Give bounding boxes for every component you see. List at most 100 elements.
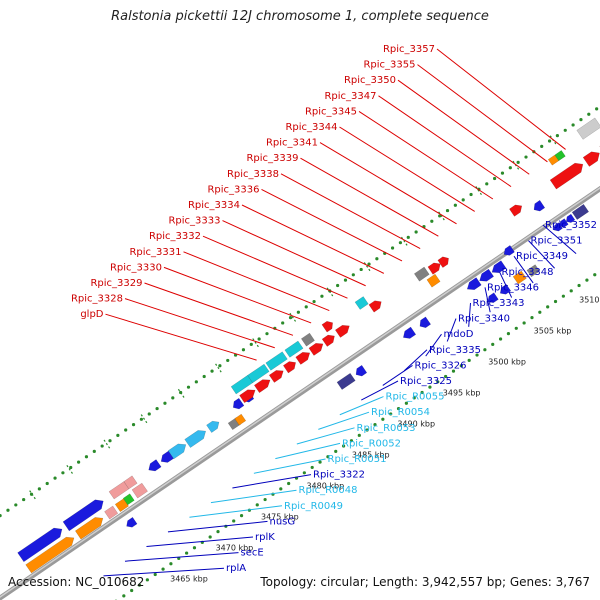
- ring-dot: [334, 449, 338, 453]
- gene-label-lower: Rpic_3343: [473, 298, 525, 309]
- gene-feature: [308, 343, 324, 356]
- ring-dot: [579, 117, 583, 122]
- gene-label-upper: Rpic_3339: [246, 153, 298, 164]
- ring-dot: [326, 455, 330, 459]
- leader-line-upper: [241, 204, 385, 274]
- tick-dots: [0, 107, 599, 600]
- ring-dot: [396, 406, 401, 411]
- ring-dot: [516, 160, 520, 165]
- gene-feature: [282, 361, 297, 374]
- gene-feature: [354, 296, 369, 310]
- ring-dot: [398, 241, 403, 245]
- gene-feature: [487, 292, 499, 303]
- gene-label-upper: Rpic_3341: [266, 138, 318, 149]
- ring-tick: [215, 363, 222, 373]
- ring-dot: [444, 374, 448, 379]
- leader-line-upper: [378, 95, 512, 188]
- ring-dot: [343, 278, 348, 282]
- gene-label-lower: Rpic_3340: [458, 314, 510, 325]
- ring-dot: [438, 214, 442, 218]
- ring-tick: [326, 287, 334, 297]
- ring-dot: [145, 578, 149, 582]
- ring-dot: [171, 396, 175, 400]
- gene-feature: [206, 420, 220, 433]
- ring-dot: [122, 594, 126, 598]
- leader-line-lower: [499, 271, 513, 298]
- leader-line-lower: [382, 364, 413, 386]
- ring-dot: [498, 337, 503, 341]
- ring-dot: [414, 230, 418, 234]
- ring-dot: [577, 283, 581, 288]
- gene-label-lower: Rpic_R0054: [371, 407, 430, 418]
- gene-label-lower: secE: [241, 548, 264, 559]
- gene-feature: [131, 482, 148, 499]
- ring-dot: [547, 139, 552, 143]
- backbone-line: [0, 185, 600, 600]
- ring-dot: [304, 305, 308, 309]
- ring-dot: [390, 246, 395, 250]
- gene-feature: [499, 283, 512, 295]
- gene-feature: [576, 117, 600, 140]
- leader-line-lower: [296, 427, 355, 445]
- leader-line-lower: [167, 520, 268, 533]
- gene-feature: [559, 218, 569, 228]
- ring-dot: [373, 423, 377, 427]
- ring-dot: [420, 390, 424, 395]
- ring-dot: [530, 315, 534, 320]
- leader-line-lower: [275, 442, 341, 460]
- gene-feature: [582, 151, 600, 167]
- leader-line-lower: [468, 302, 471, 327]
- gene-feature: [160, 450, 174, 463]
- ring-dot: [124, 428, 128, 432]
- gene-labels: Rpic_3357 Rpic_3355 Rpic_3350 Rpic_3347 Rpic…: [71, 44, 597, 574]
- gene-feature: [74, 517, 104, 540]
- ring-dot: [483, 348, 487, 352]
- kbp-tick-label: 3475 kbp: [261, 512, 299, 521]
- gene-label-upper: Rpic_3329: [90, 278, 142, 289]
- ring-dot: [287, 481, 291, 486]
- ring-dot: [232, 519, 236, 523]
- map-title: Ralstonia pickettii 12J chromosome 1, co…: [111, 9, 489, 24]
- ring-tick: [103, 439, 111, 449]
- ring-dot: [116, 433, 120, 437]
- ring-dot: [6, 508, 10, 512]
- gene-feature: [253, 379, 271, 394]
- ring-dot: [192, 546, 197, 550]
- leader-line-lower: [425, 333, 442, 357]
- ring-dot: [0, 514, 2, 518]
- gene-feature: [167, 443, 187, 460]
- ring-dot: [428, 385, 432, 389]
- gene-label-upper: Rpic_3355: [363, 60, 415, 71]
- gene-feature: [265, 351, 288, 371]
- ring-dot: [218, 364, 222, 368]
- kbp-tick-label: 3485 kbp: [352, 450, 390, 459]
- leader-line-upper: [436, 48, 566, 150]
- gene-label-lower: Rpic_R0051: [328, 454, 387, 465]
- gene-label-lower: Rpic_R0049: [284, 501, 343, 512]
- gene-label-upper: Rpic_3330: [110, 262, 162, 273]
- leader-line-lower: [103, 567, 225, 577]
- leader-line-upper: [144, 282, 294, 336]
- ring-dot: [77, 460, 81, 464]
- ring-dot: [147, 412, 151, 416]
- gene-feature: [355, 364, 368, 377]
- gene-label-lower: Rpic_R0055: [386, 392, 445, 403]
- leader-line-upper: [124, 298, 275, 349]
- gene-label-lower: rplA: [226, 563, 246, 574]
- ring-dot: [296, 310, 300, 314]
- ring-tick: [177, 388, 185, 398]
- kbp-tick-label: 3470 kbp: [216, 543, 254, 552]
- gene-label-upper: Rpic_3336: [207, 184, 259, 195]
- gene-label-lower: Rpic_R0048: [299, 485, 358, 496]
- ring-dot: [45, 481, 49, 486]
- ring-dot: [453, 203, 457, 207]
- gene-feature: [62, 499, 104, 532]
- ring-dot: [14, 503, 18, 507]
- ring-dot: [451, 369, 456, 373]
- ring-dot: [310, 465, 314, 470]
- ring-dot: [210, 369, 214, 373]
- leader-line-upper: [222, 220, 366, 287]
- ring-dot: [587, 112, 591, 116]
- kbp-tick-label: 3490 kbp: [397, 419, 435, 428]
- ring-dot: [302, 471, 306, 475]
